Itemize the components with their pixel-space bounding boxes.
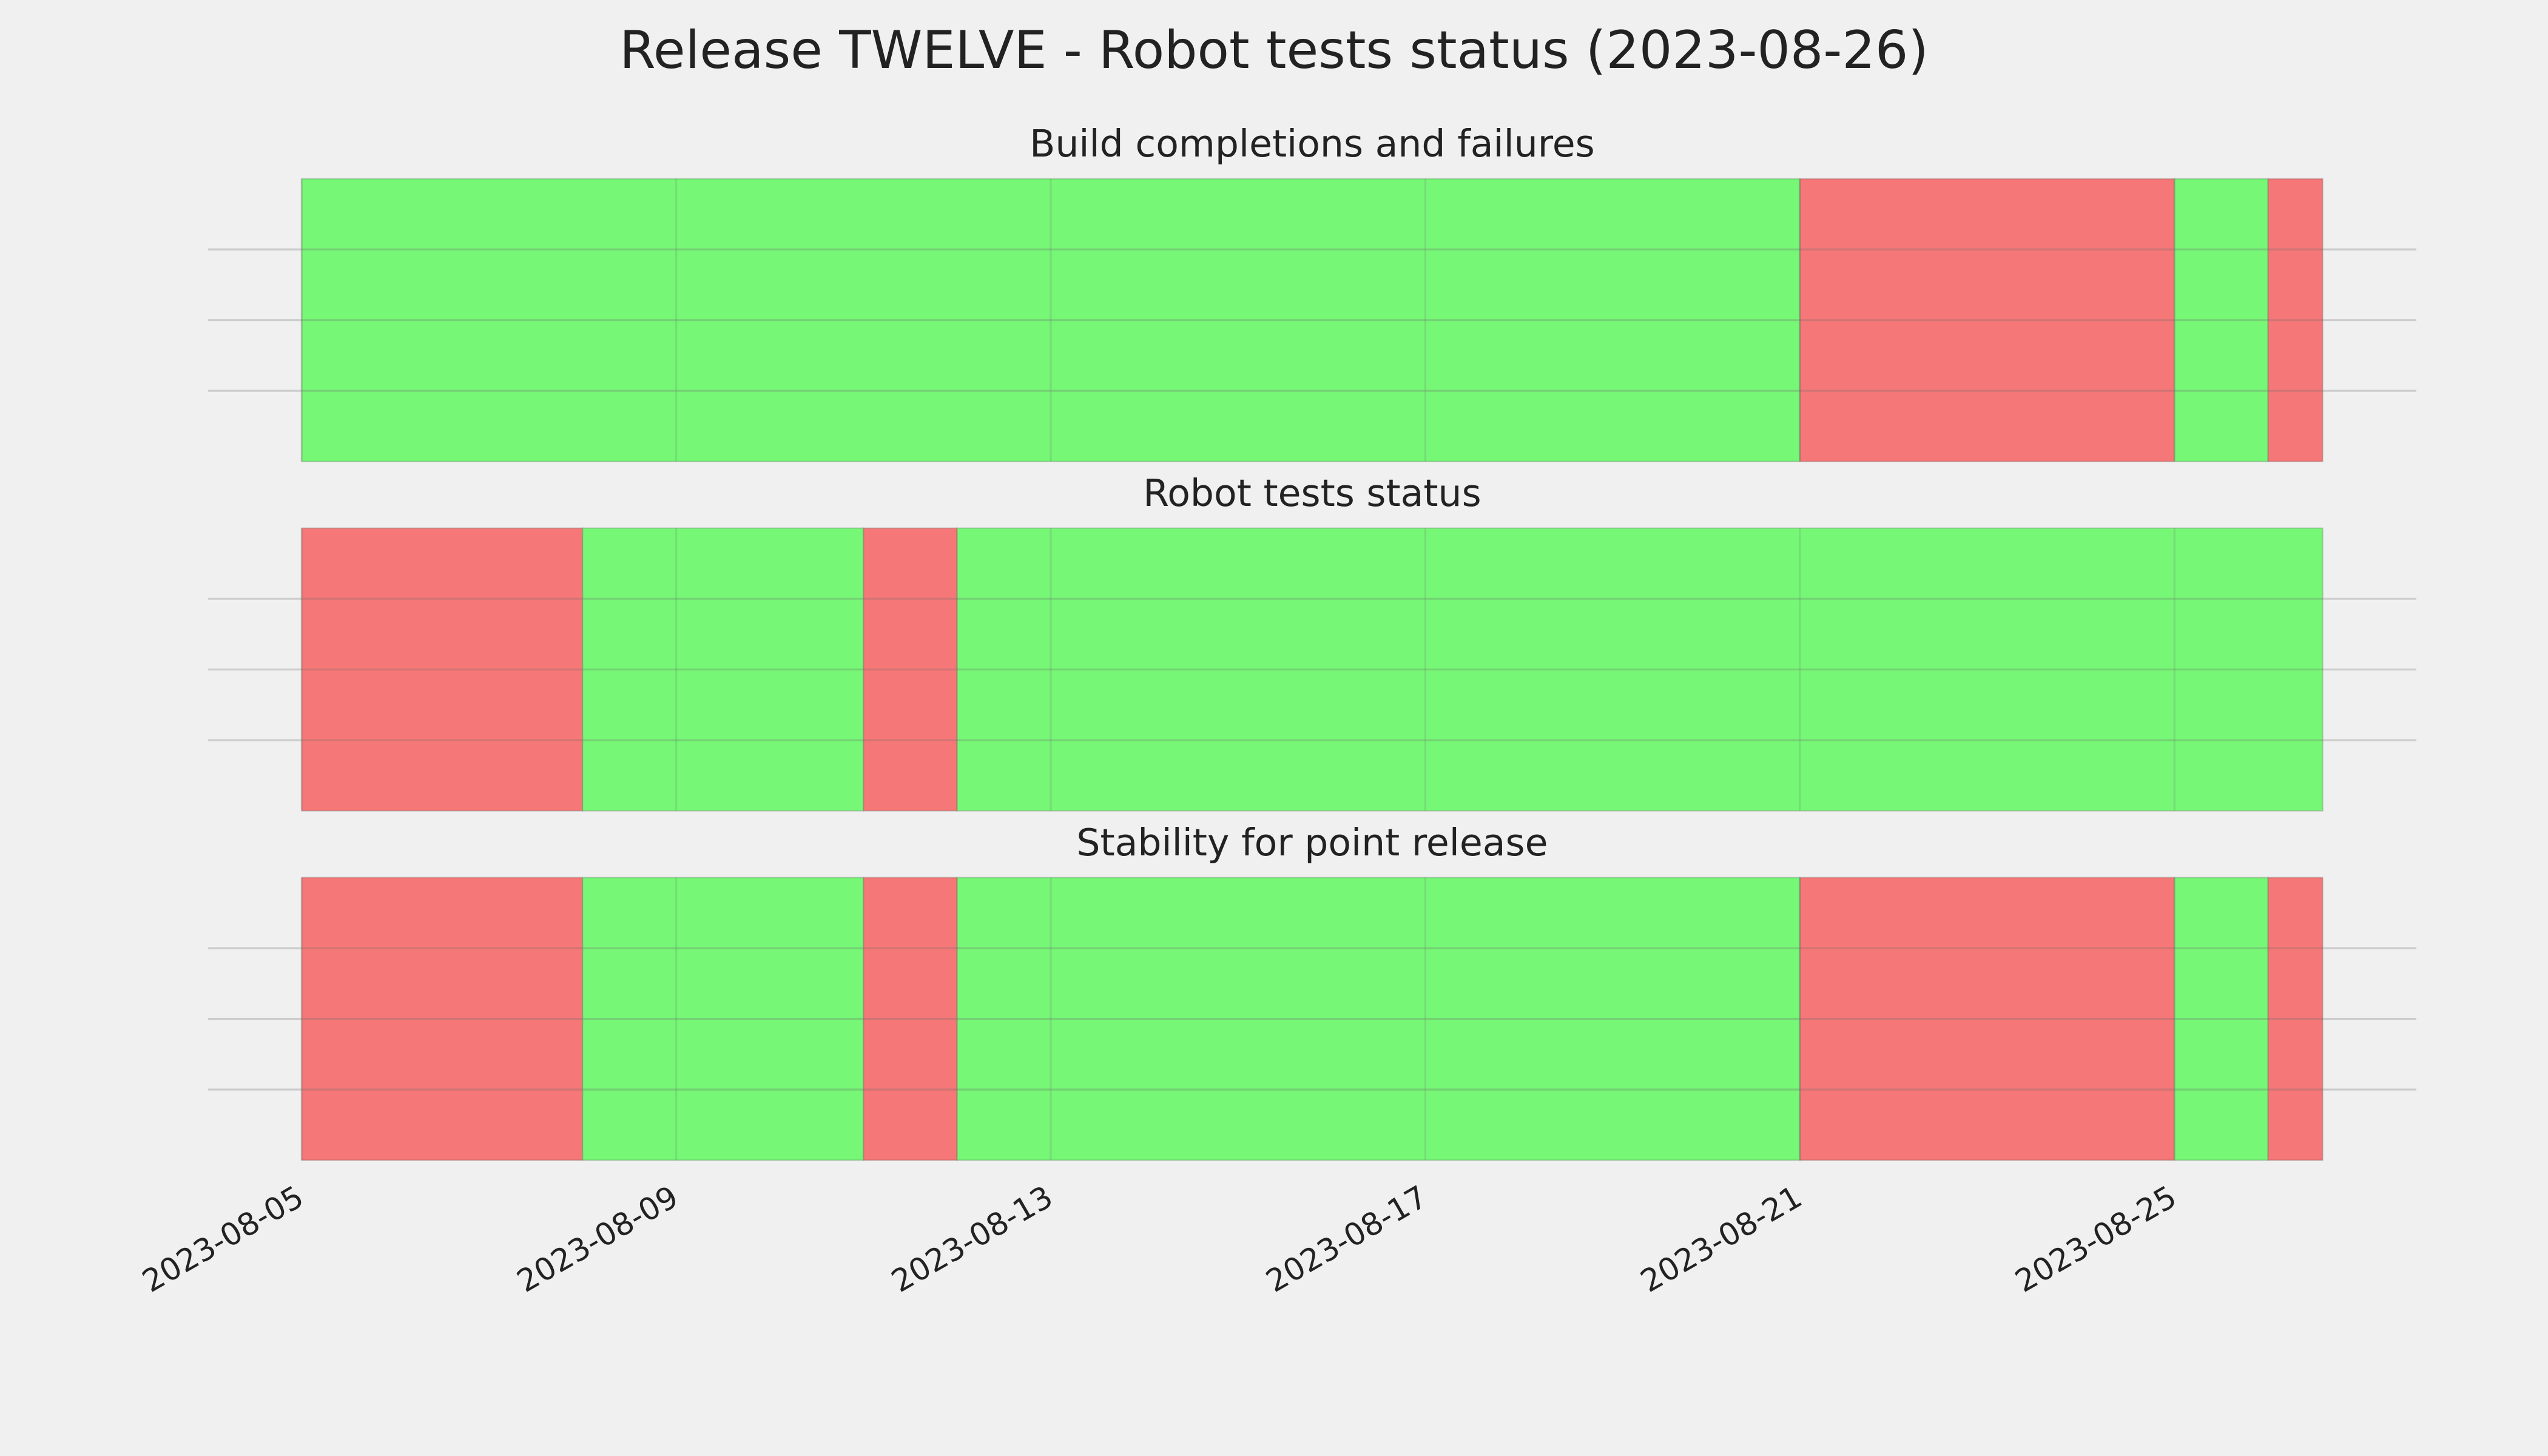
status-span — [301, 178, 1801, 462]
status-span — [301, 877, 584, 1161]
status-span — [1799, 178, 2176, 462]
chart-title: Release TWELVE - Robot tests status (202… — [619, 20, 1929, 81]
subplot-title: Build completions and failures — [1030, 122, 1595, 166]
status-span — [2174, 877, 2269, 1161]
status-span — [582, 527, 864, 812]
status-span — [956, 877, 1801, 1161]
status-span — [956, 527, 2324, 812]
status-span — [582, 877, 864, 1161]
subplot-title: Stability for point release — [1076, 821, 1548, 864]
subplot-title: Robot tests status — [1143, 471, 1481, 515]
status-span — [2267, 178, 2324, 462]
status-span — [2267, 877, 2324, 1161]
status-span — [863, 877, 958, 1161]
status-span — [301, 527, 584, 812]
status-span — [2174, 178, 2269, 462]
status-span — [1799, 877, 2176, 1161]
status-span — [863, 527, 958, 812]
